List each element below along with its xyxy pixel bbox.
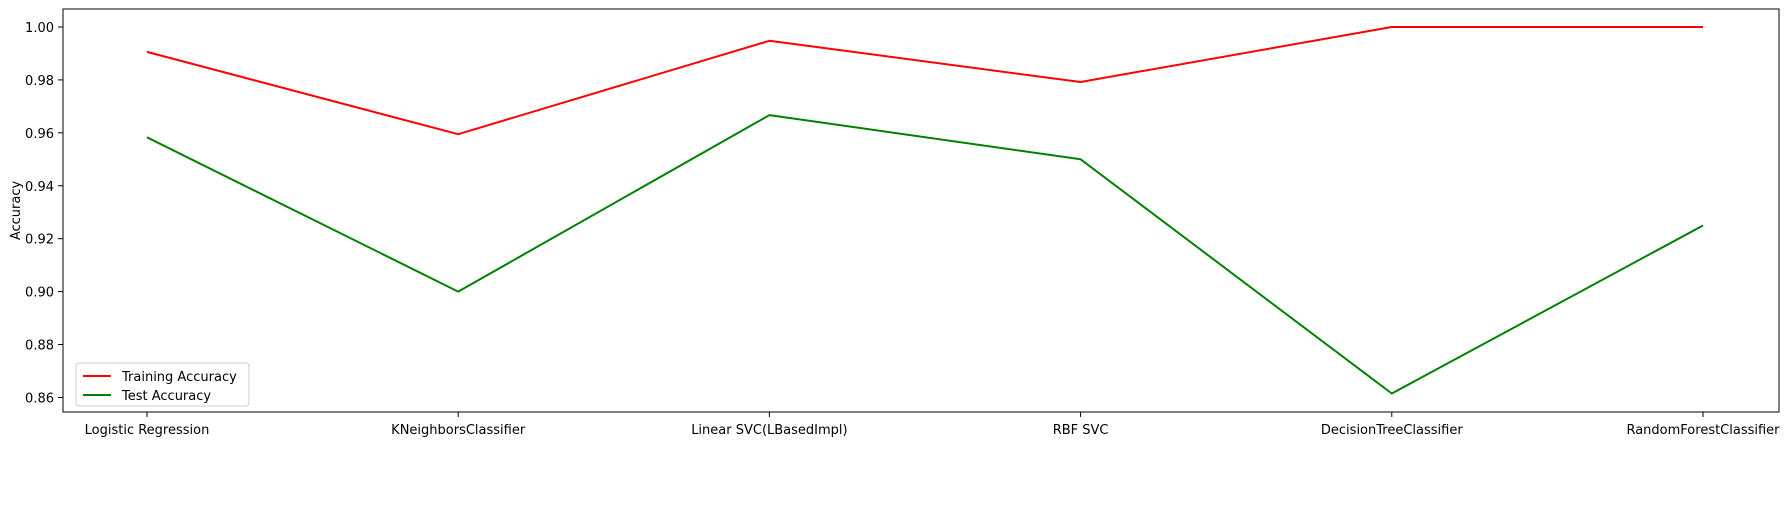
legend-box bbox=[75, 362, 250, 407]
y-tick-label: 0.96 bbox=[25, 127, 54, 142]
x-tick-label: KNeighborsClassifier bbox=[391, 423, 526, 438]
y-axis-title: Accuracy bbox=[9, 181, 24, 241]
x-tick-label: RBF SVC bbox=[1053, 423, 1109, 438]
series-line-0 bbox=[146, 26, 1703, 136]
x-tick-label: Linear SVC(LBasedImpl) bbox=[691, 423, 847, 438]
series-line-1 bbox=[146, 114, 1704, 395]
legend-label: Test Accuracy bbox=[121, 389, 211, 404]
y-tick-label: 0.88 bbox=[25, 339, 54, 354]
y-tick-label: 1.00 bbox=[25, 21, 54, 36]
x-tick-label: Logistic Regression bbox=[85, 423, 210, 438]
axes: 0.86 0.88 0.90 0.92 0.94 0.96 0.98 1.00 Logistic… bbox=[9, 8, 1780, 438]
plot-area bbox=[146, 26, 1704, 395]
legend: Training Accuracy Test Accuracy bbox=[75, 362, 250, 407]
x-tick-label: RandomForestClassifier bbox=[1626, 423, 1780, 438]
y-tick-label: 0.94 bbox=[25, 180, 54, 195]
y-tick-label: 0.90 bbox=[25, 286, 54, 301]
y-tick-label: 0.98 bbox=[25, 74, 54, 89]
y-tick-label: 0.92 bbox=[25, 233, 54, 248]
y-tick-label: 0.86 bbox=[25, 391, 54, 406]
legend-label: Training Accuracy bbox=[121, 370, 237, 385]
x-tick-label: DecisionTreeClassifier bbox=[1321, 423, 1463, 438]
plot-frame bbox=[62, 8, 1780, 413]
